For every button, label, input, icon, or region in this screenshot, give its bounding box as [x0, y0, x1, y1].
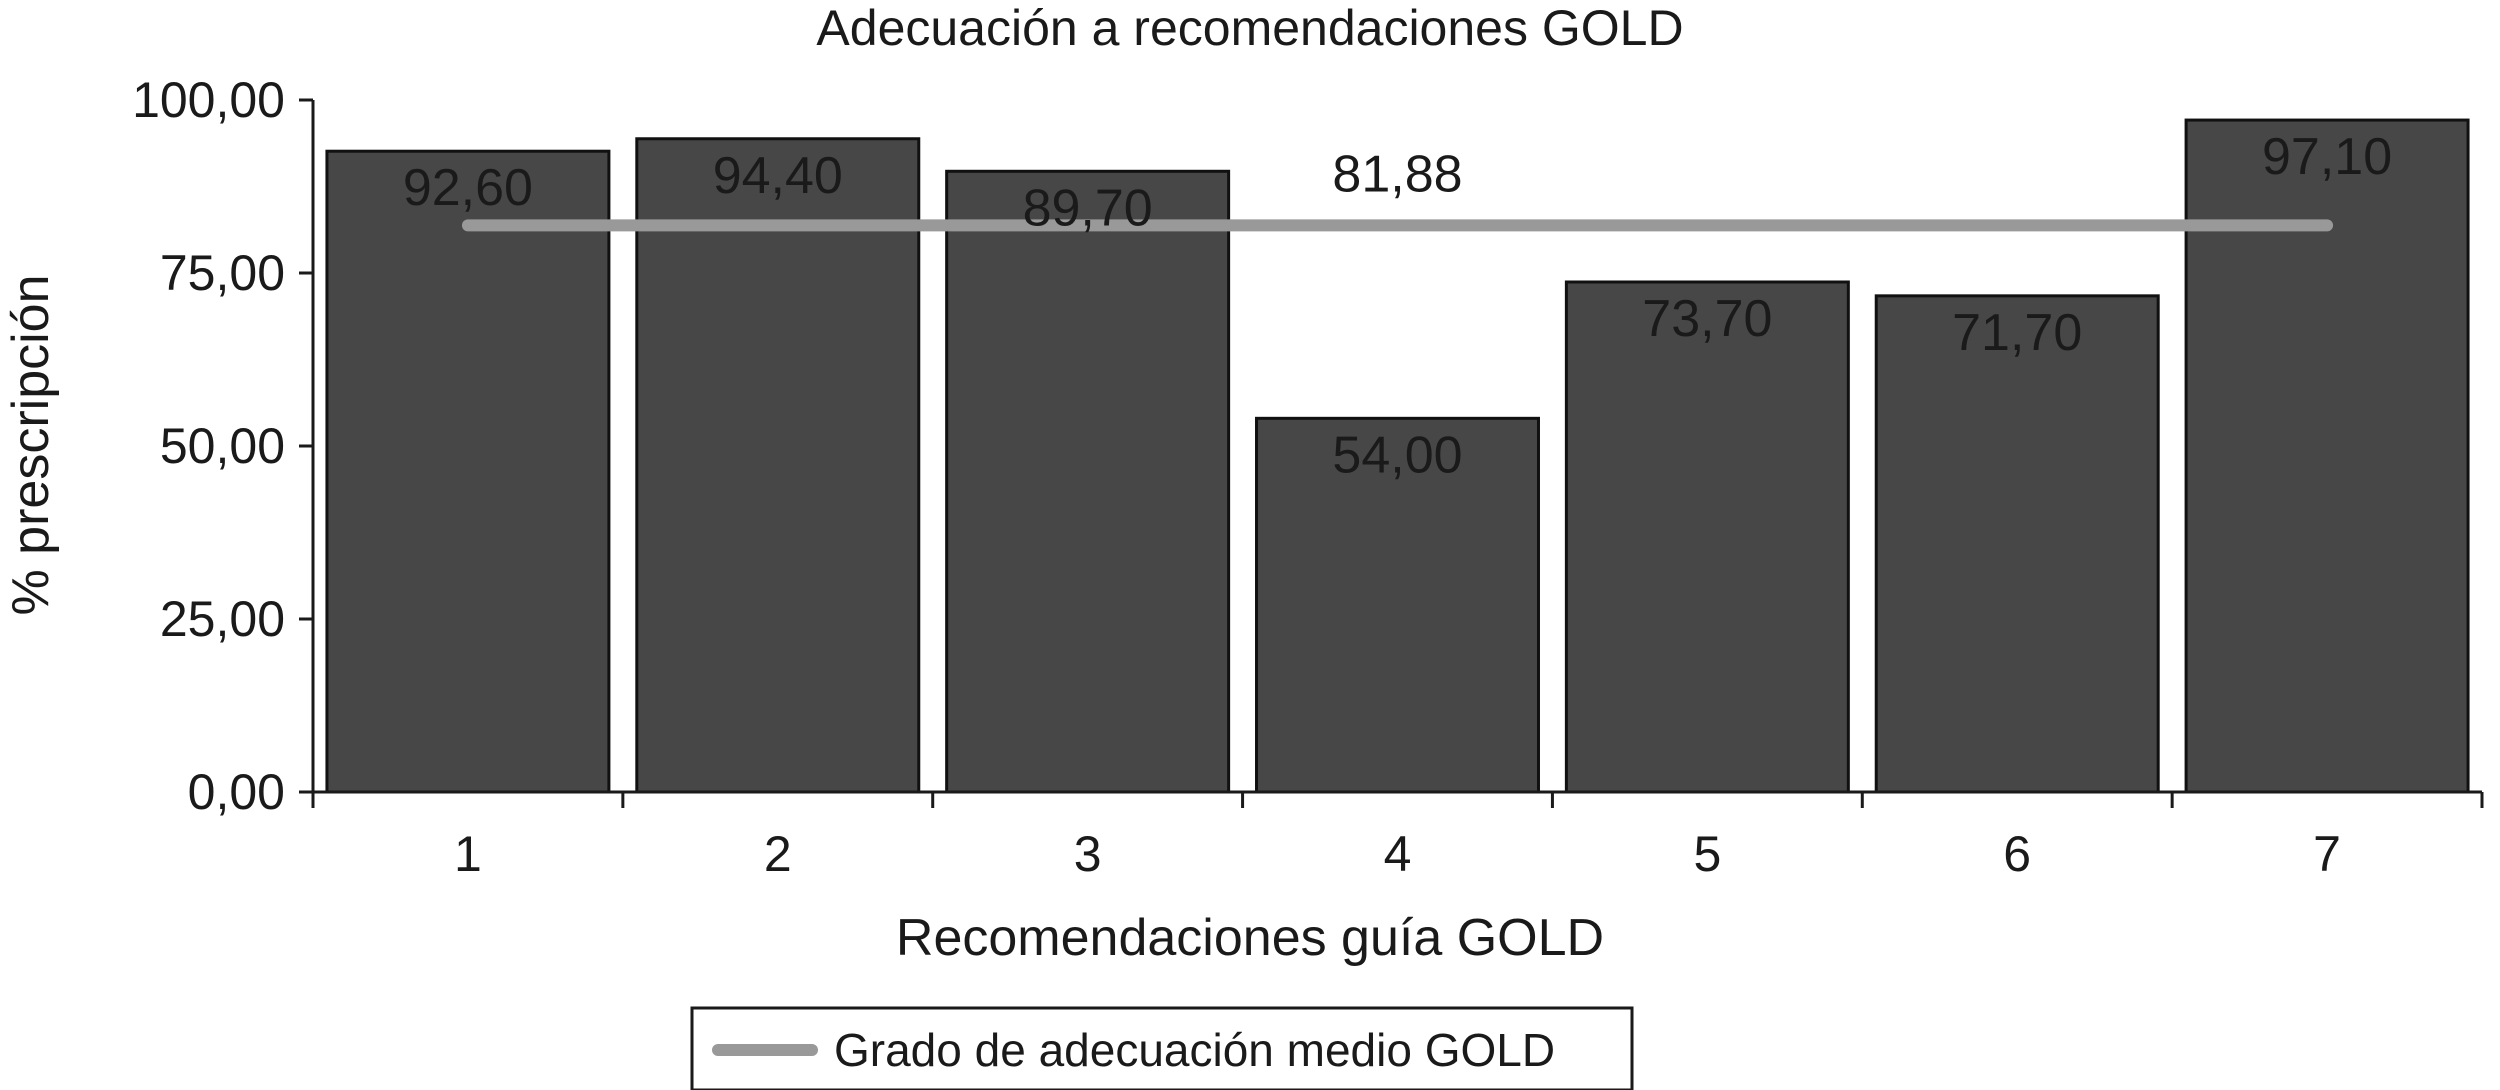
bar-data-label: 89,70	[1023, 179, 1153, 237]
bar	[635, 137, 921, 794]
bar-data-label: 92,60	[403, 159, 533, 217]
x-axis-title: Recomendaciones guía GOLD	[896, 909, 1604, 967]
x-tick-label: 2	[764, 826, 792, 882]
x-tick-label: 6	[2003, 826, 2031, 882]
y-tick-label: 0,00	[188, 764, 285, 820]
x-tick-label: 4	[1384, 826, 1412, 882]
y-axis-title: % prescripción	[2, 274, 60, 615]
y-tick-label: 25,00	[160, 591, 285, 647]
x-tick-label: 7	[2313, 826, 2341, 882]
mean-line-label: 81,88	[1332, 145, 1462, 203]
bar	[1874, 294, 2160, 794]
bar-data-label: 54,00	[1332, 426, 1462, 484]
bar-data-label: 94,40	[713, 147, 843, 205]
chart-title: Adecuación a recomendaciones GOLD	[816, 0, 1683, 56]
legend: Grado de adecuación medio GOLD	[690, 1006, 1634, 1090]
bar-data-label: 71,70	[1952, 304, 2082, 362]
legend-box	[690, 1006, 1634, 1090]
bar-data-label: 73,70	[1642, 290, 1772, 348]
x-tick-label: 5	[1693, 826, 1721, 882]
bar	[325, 149, 611, 794]
x-tick-label: 3	[1074, 826, 1102, 882]
legend-label: Grado de adecuación medio GOLD	[834, 1024, 1555, 1076]
bar	[1564, 280, 1850, 794]
y-tick-label: 75,00	[160, 245, 285, 301]
bar-data-label: 97,10	[2262, 128, 2392, 186]
bar	[2184, 118, 2470, 794]
bar	[945, 169, 1231, 794]
x-tick-label: 1	[454, 826, 482, 882]
y-tick-label: 50,00	[160, 418, 285, 474]
y-tick-label: 100,00	[132, 72, 285, 128]
